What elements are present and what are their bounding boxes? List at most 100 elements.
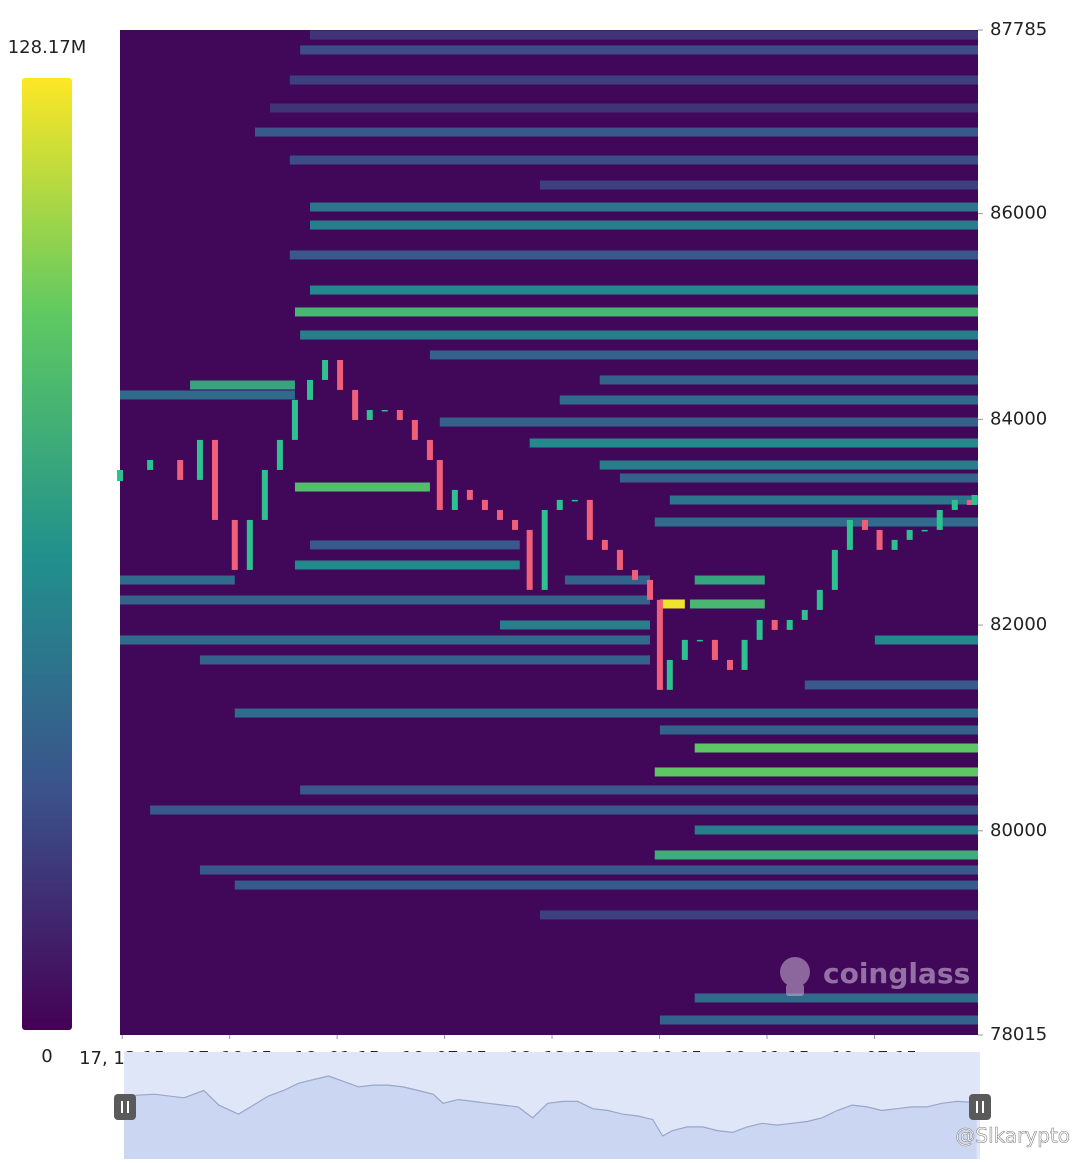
candle-body [801, 609, 808, 620]
candle-body [786, 619, 793, 630]
candle-body [396, 409, 403, 420]
liquidity-band [270, 103, 978, 113]
candle-body [291, 399, 298, 440]
candle-body [906, 529, 913, 540]
candle-body [666, 659, 673, 690]
candle-body [936, 509, 943, 530]
watermark-logo [780, 957, 810, 987]
candle-body [647, 579, 654, 600]
liquidity-band [309, 30, 978, 40]
liquidity-band [874, 635, 978, 645]
heatmap [120, 30, 979, 1025]
liquidity-band [659, 599, 685, 609]
candle-body [526, 529, 533, 590]
navigator-handle[interactable] [969, 1094, 991, 1120]
watermark-logo [786, 984, 804, 996]
liquidity-band [564, 575, 651, 585]
candle-body [971, 494, 978, 505]
liquidity-band [659, 1015, 978, 1025]
liquidity-band [309, 202, 978, 212]
liquidity-band [539, 910, 978, 920]
candle-body [711, 639, 718, 660]
navigator-line [123, 1075, 977, 1137]
liquidity-band [654, 850, 978, 860]
candle-body [246, 519, 253, 570]
candle-body [466, 489, 473, 500]
liquidity-band [804, 680, 978, 690]
watermark: coinglass [780, 957, 970, 996]
liquidity-band [120, 575, 235, 585]
candle-body [117, 469, 123, 482]
candle-body [756, 619, 763, 640]
liquidity-band [289, 155, 979, 165]
candle-body [631, 569, 638, 580]
candle-body [741, 639, 748, 670]
candle-body [481, 499, 488, 510]
liquidity-band [654, 767, 978, 777]
candle-body [726, 659, 733, 670]
candle-body [541, 509, 548, 590]
candle-body [231, 519, 238, 570]
y-tick-label: 78015 [990, 1024, 1047, 1045]
liquidity-band [300, 330, 979, 340]
liquidity-band [294, 307, 979, 317]
liquidity-band [539, 180, 978, 190]
candle-body [306, 379, 313, 400]
navigator-handle-right[interactable] [969, 1094, 991, 1120]
liquidity-band [439, 417, 978, 427]
candle-body [816, 589, 823, 610]
y-tick-label: 84000 [990, 408, 1047, 429]
candle-body [571, 499, 578, 502]
candle-body [322, 359, 329, 380]
candle-body [556, 499, 563, 510]
liquidity-band [289, 250, 979, 260]
candle-body [147, 459, 154, 470]
liquidity-band [190, 380, 295, 390]
y-tick-label: 80000 [990, 820, 1047, 841]
candle-body [177, 459, 184, 480]
candle-body [771, 619, 778, 630]
candle-body [951, 499, 958, 510]
liquidity-band [694, 575, 765, 585]
colorbar-label: 0 [41, 1046, 52, 1067]
liquidity-band [694, 993, 978, 1003]
candle-body [436, 459, 443, 510]
candle-body [586, 499, 593, 540]
liquidity-band [294, 482, 430, 492]
y-tick-label: 82000 [990, 614, 1047, 635]
navigator-handle-left[interactable] [114, 1094, 136, 1120]
liquidity-band [619, 473, 978, 483]
candle-body [496, 509, 503, 520]
candle-body [381, 409, 388, 412]
candle-body [426, 439, 433, 460]
liquidity-band [669, 495, 978, 505]
liquidity-band [529, 438, 978, 448]
liquidity-band [309, 285, 978, 295]
liquidity-band [120, 390, 295, 400]
candle-body [616, 549, 623, 570]
navigator-area [124, 1076, 977, 1159]
candle-body [352, 389, 359, 420]
candle-body [366, 409, 373, 420]
candle-body [681, 639, 688, 660]
liquidity-band [199, 865, 978, 875]
liquidity-band [309, 220, 978, 230]
liquidity-band [559, 395, 978, 405]
candle-body [891, 539, 898, 550]
candle-body [876, 529, 883, 550]
candle-body [656, 599, 663, 690]
candle-body [846, 519, 853, 550]
candle-body [337, 359, 344, 390]
liquidity-band [300, 785, 979, 795]
navigator-handle[interactable] [114, 1094, 136, 1120]
liquidity-band [120, 595, 651, 605]
liquidity-band [199, 655, 651, 665]
watermark-text: coinglass [823, 957, 970, 990]
candle-body [261, 469, 268, 520]
liquidity-band [300, 45, 979, 55]
candle-body [831, 549, 838, 590]
liquidity-band [150, 805, 978, 815]
liquidity-band [599, 375, 978, 385]
